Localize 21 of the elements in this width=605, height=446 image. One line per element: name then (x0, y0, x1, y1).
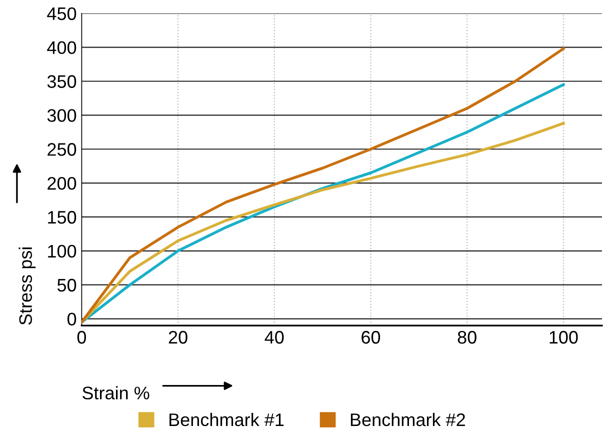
x-tick-label: 40 (264, 330, 284, 344)
y-tick-label: 450 (47, 7, 76, 20)
y-axis-title: Stress psi (18, 248, 36, 325)
y-tick-label: 400 (47, 41, 76, 54)
y-tick-label: 200 (48, 176, 76, 190)
x-tick-label: 80 (458, 330, 476, 344)
y-tick-label: 250 (48, 143, 76, 156)
x-tick-label: 0 (77, 330, 86, 344)
y-tick-label: 0 (67, 312, 76, 326)
x-tick-label: 20 (168, 330, 188, 344)
legend-label: Benchmark #1 (170, 412, 284, 426)
x-tick-label: 60 (362, 330, 380, 344)
x-axis-title: Strain % (82, 386, 150, 400)
y-tick-label: 350 (47, 75, 76, 88)
y-tick-label: 300 (47, 109, 76, 122)
line-series (82, 122, 565, 324)
y-tick-label: 150 (48, 210, 76, 224)
y-tick-label: 50 (57, 278, 76, 292)
x-tick-label: 100 (550, 330, 578, 344)
legend-label: Benchmark #2 (350, 412, 465, 426)
y-tick-label: 100 (48, 244, 76, 258)
